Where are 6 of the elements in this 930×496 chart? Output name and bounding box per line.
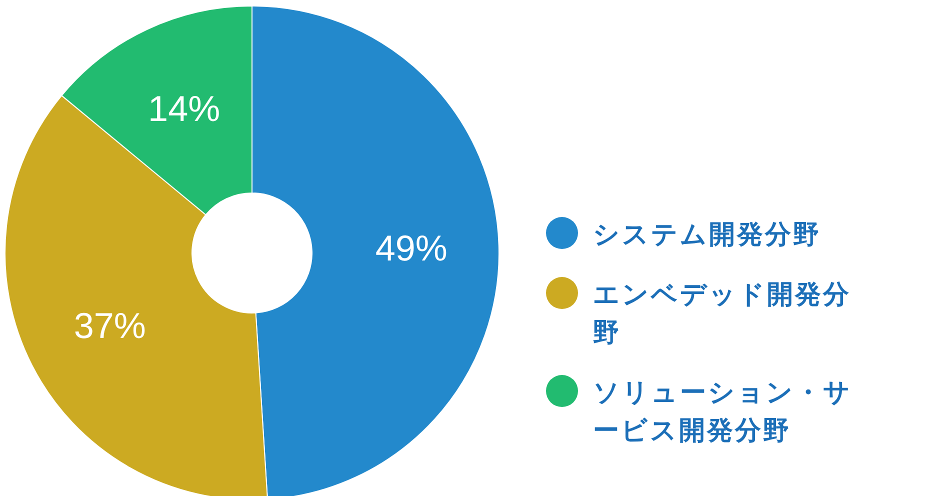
legend-label: エンベデッド開発分野 xyxy=(593,279,852,350)
data-label: 14% xyxy=(148,88,220,130)
legend-label: システム開発分野 xyxy=(593,219,821,252)
data-label: 49% xyxy=(375,227,448,268)
legend-label: ソリューション・サービス開発分野 xyxy=(593,377,853,448)
data-label: 37% xyxy=(74,304,146,346)
